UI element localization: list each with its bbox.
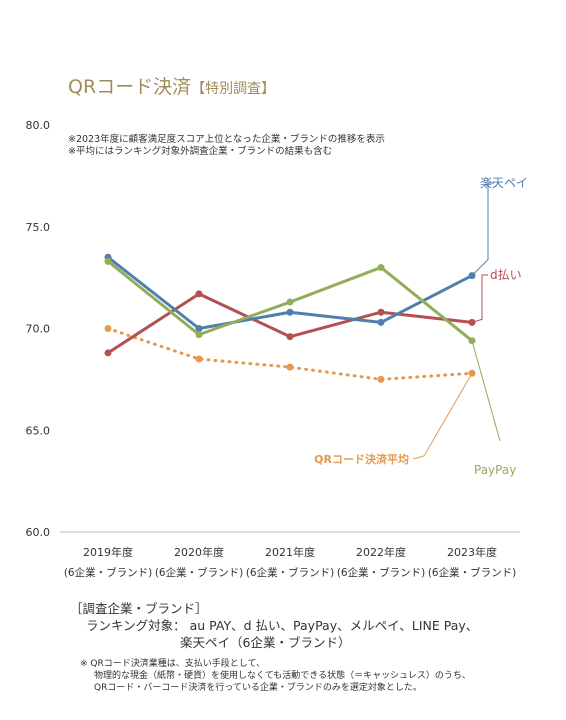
x-tick-label: 2020年度 xyxy=(174,545,224,559)
footnote-line-2: 物理的な現金（紙幣・硬貨）を使用しなくても活動できる状態（＝キャッシュレス）のう… xyxy=(94,671,471,681)
y-tick-label: 65.0 xyxy=(26,424,51,437)
data-point xyxy=(104,257,112,265)
legend-label: 楽天ペイ xyxy=(480,176,528,190)
y-tick-label: 70.0 xyxy=(26,323,51,336)
y-tick-label: 80.0 xyxy=(26,119,51,132)
chart-title-sub: 【特別調査】 xyxy=(191,81,276,97)
survey-heading: ［調査企業・ブランド］ xyxy=(70,601,208,616)
data-point xyxy=(195,290,203,298)
data-point xyxy=(286,308,294,316)
survey-info: ［調査企業・ブランド］ ランキング対象： au PAY、d 払い、PayPay、… xyxy=(70,600,478,651)
footnote: ※ QRコード決済業種は、支払い手段として、 物理的な現金（紙幣・硬貨）を使用し… xyxy=(80,658,471,694)
x-tick-label: 2022年度 xyxy=(356,545,406,559)
series-line xyxy=(106,327,474,381)
legend-leader-line xyxy=(471,274,488,323)
x-tick-label: 2021年度 xyxy=(265,545,315,559)
data-point xyxy=(104,349,112,357)
chart-note-1: ※2023年度に顧客満足度スコア上位となった企業・ブランドの推移を表示 xyxy=(68,134,385,145)
survey-line-2: 楽天ペイ（6企業・ブランド） xyxy=(180,635,351,650)
chart-notes: ※2023年度に顧客満足度スコア上位となった企業・ブランドの推移を表示 ※平均に… xyxy=(68,134,385,158)
x-tick-label: 2023年度 xyxy=(447,545,497,559)
y-tick-label: 60.0 xyxy=(26,526,51,539)
x-tick-sublabel: (6企業・ブランド) xyxy=(246,566,334,579)
footnote-line-1: ※ QRコード決済業種は、支払い手段として、 xyxy=(80,659,266,669)
x-tick-sublabel: (6企業・ブランド) xyxy=(155,566,243,579)
chart-title: QRコード決済【特別調査】 xyxy=(68,72,275,99)
survey-line-1: au PAY、d 払い、PayPay、メルペイ、LINE Pay、 xyxy=(189,618,479,633)
y-tick-label: 75.0 xyxy=(26,221,51,234)
survey-label: ランキング対象： xyxy=(86,618,186,633)
data-point xyxy=(195,325,203,332)
legend-label: PayPay xyxy=(474,463,516,477)
legend-leader-line xyxy=(471,340,501,442)
data-point xyxy=(377,375,385,383)
data-point xyxy=(286,363,294,371)
legend-label: QRコード決済平均 xyxy=(314,452,409,466)
survey-ranking-line: ランキング対象： au PAY、d 払い、PayPay、メルペイ、LINE Pa… xyxy=(70,617,478,634)
chart-note-2: ※平均にはランキング対象外調査企業・ブランドの結果も含む xyxy=(68,146,333,157)
data-point xyxy=(377,308,385,316)
data-point xyxy=(195,355,203,363)
chart-title-main: QRコード決済 xyxy=(68,76,192,98)
legend-leader-line xyxy=(412,373,473,460)
data-point xyxy=(286,298,294,306)
legend-leader-line xyxy=(471,182,494,276)
data-point xyxy=(377,318,385,326)
data-point xyxy=(286,333,294,341)
data-point xyxy=(104,325,112,332)
x-tick-sublabel: (6企業・ブランド) xyxy=(64,566,152,579)
data-point xyxy=(195,331,203,339)
footnote-line-3: QRコード・バーコード決済を行っている企業・ブランドのみを選定対象とした。 xyxy=(94,683,422,693)
x-tick-sublabel: (6企業・ブランド) xyxy=(337,566,425,579)
x-tick-sublabel: (6企業・ブランド) xyxy=(428,566,516,579)
legend-label: d払い xyxy=(490,268,522,282)
data-point xyxy=(377,263,385,271)
x-tick-label: 2019年度 xyxy=(83,545,133,559)
